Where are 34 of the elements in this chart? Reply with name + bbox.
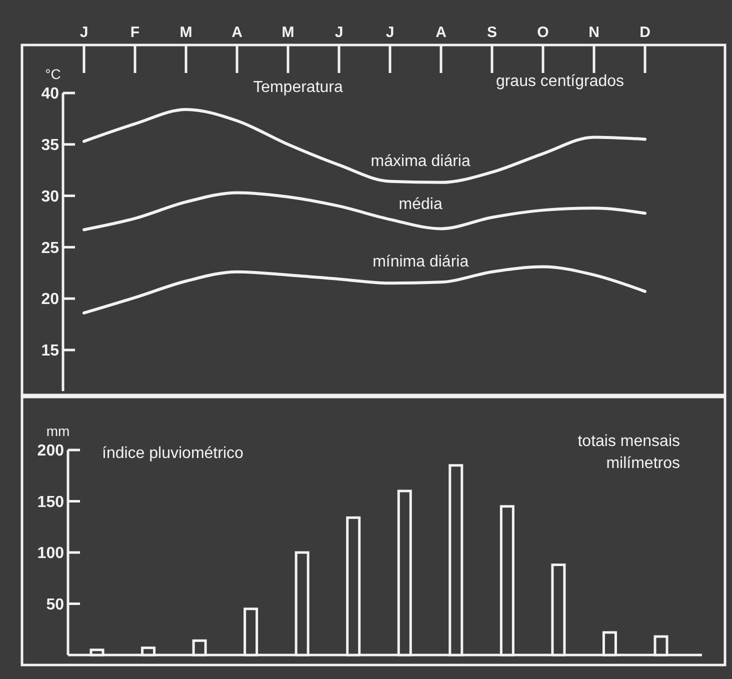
y-axis-title: mm (46, 423, 70, 439)
x-tick-label: N (588, 24, 600, 41)
series-label: máxima diária (370, 153, 470, 170)
annotation: Temperatura (253, 79, 344, 96)
y-tick-label: 200 (37, 442, 64, 460)
y-tick-label: 100 (37, 545, 64, 562)
x-tick-label: M (180, 24, 192, 41)
annotation: totais mensais milímetros (578, 433, 680, 472)
series-label: média (398, 196, 442, 213)
annotation: índice pluviométrico (102, 445, 244, 462)
x-tick-label: D (640, 24, 651, 41)
y-axis-title: °C (45, 66, 61, 82)
line-series (82, 191, 646, 232)
x-tick-label: A (232, 24, 243, 41)
x-tick-label: S (486, 24, 498, 41)
line-series (82, 108, 646, 184)
line-series (82, 265, 646, 314)
x-tick-label: O (537, 24, 550, 41)
y-tick-label: 15 (41, 342, 60, 360)
series-label: mínima diária (372, 254, 469, 271)
x-tick-label: A (436, 24, 447, 41)
y-tick-label: 150 (37, 494, 64, 511)
x-tick-label: M (282, 24, 294, 41)
x-tick-label: J (386, 24, 394, 41)
x-tick-label: J (334, 24, 344, 41)
x-tick-label: J (80, 24, 88, 41)
x-tick-label: F (130, 24, 140, 41)
text: graus centígrados (496, 73, 624, 90)
y-tick-label: 30 (41, 188, 60, 206)
y-tick-label: 25 (41, 240, 60, 257)
y-tick-label: 20 (41, 291, 60, 308)
y-tick-label: 40 (41, 86, 60, 103)
y-tick-label: 35 (41, 137, 60, 154)
y-tick-label: 50 (46, 596, 64, 614)
